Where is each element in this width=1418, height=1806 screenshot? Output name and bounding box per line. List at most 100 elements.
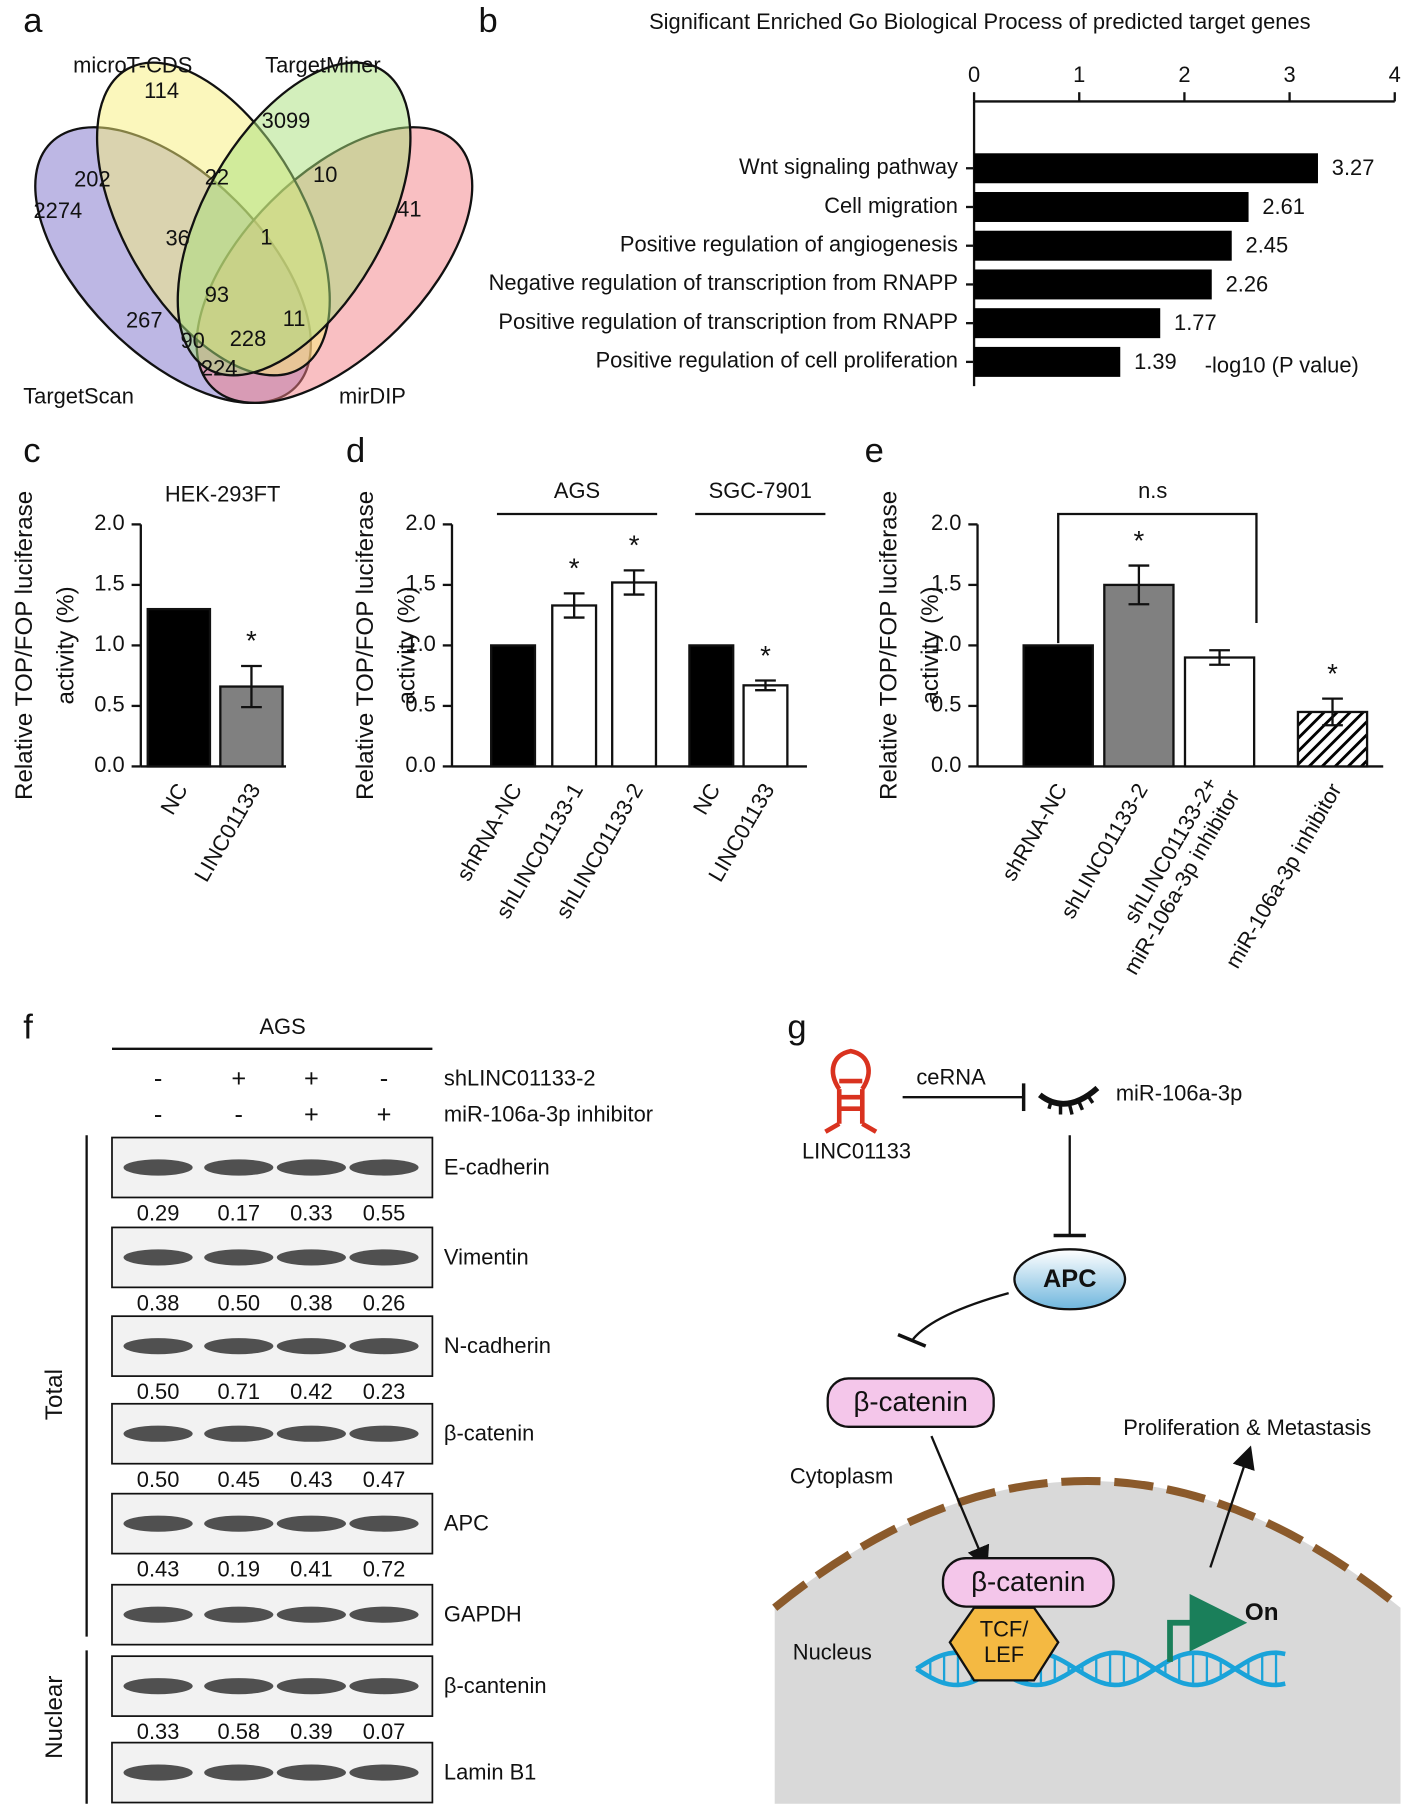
value-label: 3.27 <box>1332 155 1375 180</box>
significance-mark: * <box>1134 525 1145 556</box>
y-tick-label: 0.5 <box>931 692 961 717</box>
panel-label: g <box>787 1008 806 1046</box>
significance-mark: * <box>246 625 257 656</box>
y-tick-label: 1.0 <box>94 631 124 656</box>
panel-label: c <box>23 432 40 470</box>
apc-node <box>1013 1248 1127 1311</box>
x-axis-label: -log10 (P value) <box>1205 352 1359 377</box>
y-axis-label: Relative TOP/FOP luciferase <box>875 491 902 800</box>
treatment-sign: + <box>304 1100 319 1128</box>
treatment-sign: - <box>154 1100 162 1128</box>
venn-count: 22 <box>205 164 229 189</box>
blot-band <box>123 1606 193 1623</box>
protein-label: E-cadherin <box>444 1154 550 1179</box>
density-value: 0.43 <box>290 1467 333 1492</box>
protein-label: Lamin B1 <box>444 1760 536 1785</box>
blot-band <box>123 1249 193 1266</box>
blot-band <box>123 1515 193 1532</box>
venn-count: 90 <box>180 328 204 353</box>
bar <box>1022 644 1094 768</box>
arrow <box>1209 1445 1255 1568</box>
y-tick-label: 0.5 <box>405 692 435 717</box>
mirna-icon <box>1037 1085 1100 1107</box>
venn-count: 228 <box>230 326 267 351</box>
blot-band <box>276 1606 346 1623</box>
y-tick-label: Positive regulation of transcription fro… <box>498 309 958 334</box>
density-value: 0.17 <box>217 1201 260 1226</box>
density-value: 0.50 <box>217 1290 260 1315</box>
venn-set <box>176 61 412 377</box>
x-tick-label: 3 <box>1283 62 1295 87</box>
venn-set-label: TargetMiner <box>265 53 381 78</box>
blot-band <box>276 1425 346 1442</box>
cell-line-label: AGS <box>259 1014 305 1039</box>
density-value: 0.41 <box>290 1557 333 1582</box>
bar <box>974 346 1121 377</box>
blot-band <box>276 1338 346 1355</box>
density-value: 0.45 <box>217 1467 260 1492</box>
treatment-sign: + <box>304 1065 319 1093</box>
treatment-sign: - <box>380 1065 388 1093</box>
protein-label: β-catenin <box>444 1421 534 1446</box>
value-label: 1.39 <box>1134 349 1177 374</box>
section-label: Nuclear <box>41 1676 68 1759</box>
y-tick-label: Positive regulation of cell proliferatio… <box>596 348 958 373</box>
density-value: 0.33 <box>137 1719 180 1744</box>
blot-band <box>204 1338 274 1355</box>
error-bar <box>1128 564 1150 606</box>
x-tick-label: LINC01133 <box>189 779 265 886</box>
density-value: 0.07 <box>363 1719 406 1744</box>
blot-band <box>276 1159 346 1176</box>
bar <box>688 644 735 768</box>
density-value: 0.50 <box>137 1379 180 1404</box>
density-value: 0.38 <box>290 1290 333 1315</box>
treatment-sign: + <box>231 1065 246 1093</box>
blot-band <box>276 1764 346 1781</box>
treatment-label: miR-106a-3p inhibitor <box>444 1101 653 1126</box>
venn-count: 114 <box>144 78 179 103</box>
density-value: 0.43 <box>137 1557 180 1582</box>
y-tick-label: 0.5 <box>94 692 124 717</box>
region-label: Cytoplasm <box>790 1463 893 1488</box>
density-value: 0.33 <box>290 1201 333 1226</box>
blot-band <box>123 1338 193 1355</box>
density-value: 0.29 <box>137 1201 180 1226</box>
node-label: miR-106a-3p <box>1116 1081 1242 1106</box>
bar <box>1103 583 1175 768</box>
treatment-sign: + <box>377 1100 392 1128</box>
blot-band <box>276 1249 346 1266</box>
y-tick-label: 0.0 <box>405 752 435 777</box>
protein-label: GAPDH <box>444 1602 522 1627</box>
blot-band <box>349 1678 419 1695</box>
panel-label: b <box>478 2 497 40</box>
blot-band <box>349 1159 419 1176</box>
venn-count: 1 <box>260 224 272 249</box>
density-value: 0.72 <box>363 1557 406 1582</box>
panel-label: e <box>865 432 884 470</box>
blot-band <box>204 1159 274 1176</box>
pathway-diagram: LINC01133 ceRNA miR-106a-3p APC β-cateni… <box>772 1048 1404 1804</box>
density-value: 0.42 <box>290 1379 333 1404</box>
nuclear-membrane <box>772 1476 1404 1611</box>
panel-label: d <box>346 432 365 470</box>
blot-band <box>349 1515 419 1532</box>
venn-count: 36 <box>166 226 190 251</box>
chart-title: HEK-293FT <box>165 481 281 506</box>
error-bar <box>755 679 776 692</box>
x-tick-label: 0 <box>968 62 980 87</box>
venn-count: 3099 <box>262 108 311 133</box>
panel-label: a <box>23 2 43 40</box>
bar <box>974 269 1212 300</box>
density-value: 0.39 <box>290 1719 333 1744</box>
y-tick-label: 2.0 <box>94 510 124 535</box>
y-tick-label: 1.5 <box>405 571 435 596</box>
node-label: APC <box>1043 1265 1097 1293</box>
bar <box>551 604 598 768</box>
y-axis-label: activity (%) <box>394 586 421 704</box>
edge-label: ceRNA <box>916 1065 986 1090</box>
density-value: 0.50 <box>137 1467 180 1492</box>
blot-band <box>123 1159 193 1176</box>
treatment-sign: - <box>154 1065 162 1093</box>
density-value: 0.47 <box>363 1467 406 1492</box>
